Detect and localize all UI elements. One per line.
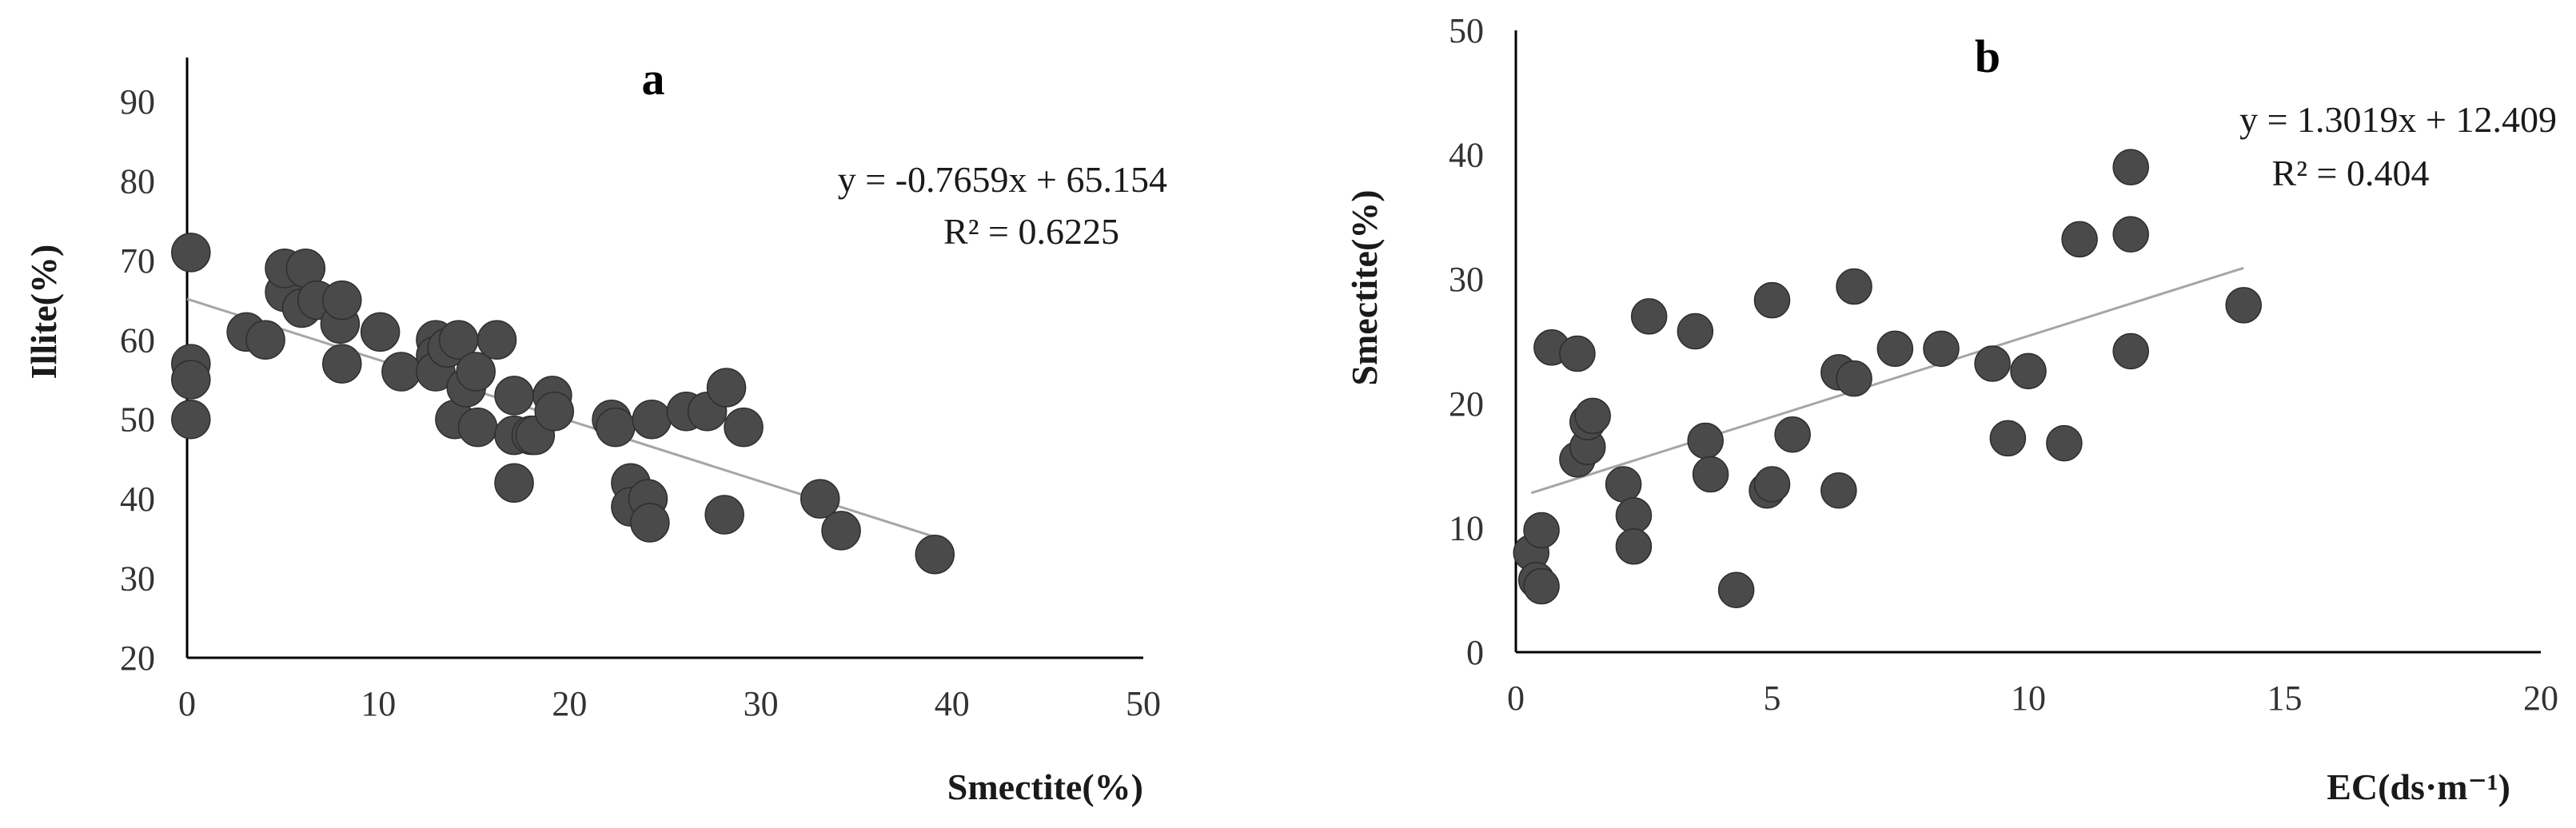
panel-a-data-point bbox=[534, 392, 575, 432]
panel-b-data-point bbox=[1753, 466, 1791, 503]
panel-a-data-point bbox=[360, 312, 401, 352]
panel-a-x-tick-label: 50 bbox=[1126, 684, 1161, 723]
panel-a-data-point bbox=[457, 407, 498, 448]
panel-a-y-tick-label: 80 bbox=[120, 161, 155, 201]
panel-b-y-tick-label: 20 bbox=[1449, 384, 1484, 424]
panel-a-data-point bbox=[821, 511, 861, 551]
panel-a-data-point bbox=[630, 503, 670, 543]
panel-b-data-point bbox=[2061, 221, 2098, 258]
panel-b-y-tick-label: 0 bbox=[1466, 633, 1484, 672]
panel-a-y-axis-title: Illite(%) bbox=[23, 245, 64, 380]
panel-a-data-point bbox=[800, 479, 840, 519]
panel-b-x-tick-label: 5 bbox=[1764, 679, 1781, 718]
panel-a-x-tick-label: 0 bbox=[178, 684, 196, 723]
panel-b-x-tick-label: 15 bbox=[2267, 679, 2303, 718]
panel-b-data-point bbox=[1836, 360, 1872, 397]
panel-a-scatter-chart: 0 10 20 30 40 50 20 30 40 50 60 70 80 90 a y = -0.765… bbox=[23, 53, 1167, 807]
panel-b-y-tick-label: 30 bbox=[1449, 260, 1484, 299]
panel-b-data-point bbox=[1692, 456, 1729, 493]
panel-b-title: b bbox=[1975, 30, 2000, 82]
panel-a-y-tick-label: 90 bbox=[120, 82, 155, 121]
panel-b-data-point bbox=[1559, 335, 1596, 372]
panel-b-data-point bbox=[2046, 424, 2083, 462]
panel-a-x-tick-label: 10 bbox=[361, 684, 396, 723]
panel-a-y-tick-label: 30 bbox=[120, 559, 155, 599]
panel-a-data-point bbox=[456, 352, 496, 392]
panel-b-data-point bbox=[1615, 497, 1653, 534]
panel-b-data-point bbox=[1677, 312, 1714, 350]
panel-a-x-tick-label: 40 bbox=[935, 684, 970, 723]
panel-b-y-axis-title: Smectite(%) bbox=[1344, 189, 1385, 385]
panel-a-data-point bbox=[477, 320, 517, 360]
panel-b-data-point bbox=[1753, 281, 1791, 319]
panel-a-data-point bbox=[171, 233, 211, 273]
panel-b-data-point bbox=[1820, 472, 1857, 509]
panel-b-x-tick-label: 10 bbox=[2011, 679, 2046, 718]
panel-a-data-point bbox=[322, 280, 362, 320]
panel-a-data-point bbox=[381, 352, 421, 392]
panel-b-data-point bbox=[1774, 416, 1811, 453]
panel-a-data-point bbox=[494, 376, 534, 416]
panel-b-data-point bbox=[1989, 420, 2027, 457]
panel-b-data-point bbox=[1923, 330, 1960, 368]
panel-a-data-point bbox=[704, 495, 744, 535]
panel-a-r2: R² = 0.6225 bbox=[943, 211, 1119, 252]
panel-b-data-point bbox=[1687, 422, 1724, 460]
panel-a-data-point bbox=[245, 320, 285, 360]
panel-b-data-point bbox=[2225, 287, 2262, 324]
panel-b-data-point bbox=[2010, 352, 2047, 390]
panel-b-y-tick-label: 10 bbox=[1449, 508, 1484, 547]
panel-a-data-point bbox=[171, 360, 211, 400]
panel-a-x-axis-title: Smectite(%) bbox=[947, 766, 1143, 807]
panel-b-trendline bbox=[1530, 266, 2244, 495]
panel-a-data-point bbox=[706, 368, 747, 408]
panel-b-x-tick-label: 0 bbox=[1507, 679, 1525, 718]
panel-b-x-axis-title: EC(ds·m⁻¹) bbox=[2327, 766, 2510, 807]
panel-b-data-point bbox=[1615, 527, 1653, 565]
panel-b-data-point bbox=[1605, 466, 1642, 503]
panel-a-equation: y = -0.7659x + 65.154 bbox=[838, 159, 1167, 200]
panel-a-x-tick-label: 20 bbox=[552, 684, 587, 723]
panel-b-data-point bbox=[1974, 345, 2011, 382]
panel-b-y-tick-label: 40 bbox=[1449, 136, 1484, 175]
panel-a-y-tick-label: 60 bbox=[120, 320, 155, 360]
panel-a-data-point bbox=[322, 344, 362, 384]
panel-b-data-point bbox=[1630, 298, 1668, 335]
panel-b-data-point bbox=[1717, 571, 1755, 608]
panel-a-data-point bbox=[632, 399, 672, 440]
panel-a-y-tick-label: 70 bbox=[120, 241, 155, 281]
panel-b-data-point bbox=[2112, 332, 2149, 370]
panel-a-x-tick-label: 30 bbox=[744, 684, 779, 723]
panel-b-equation: y = 1.3019x + 12.409 bbox=[2239, 99, 2557, 140]
panel-b-data-point bbox=[1574, 397, 1611, 435]
panel-b-scatter-chart: 0 5 10 15 20 0 10 20 30 40 50 b y = 1.3019x + 12.4… bbox=[1344, 11, 2558, 807]
panel-a-data-point bbox=[724, 407, 764, 448]
panel-a-data-point bbox=[171, 399, 211, 440]
panel-b-y-tick-label: 50 bbox=[1449, 11, 1484, 50]
panel-b-x-tick-label: 20 bbox=[2523, 679, 2558, 718]
panel-b-data-point bbox=[1523, 567, 1560, 605]
panel-a-title: a bbox=[642, 53, 665, 105]
panel-a-data-point bbox=[494, 463, 534, 504]
panel-a-y-tick-label: 40 bbox=[120, 480, 155, 519]
panel-a-data-point bbox=[596, 407, 636, 448]
panel-b-data-point bbox=[1836, 268, 1872, 305]
panel-b-r2: R² = 0.404 bbox=[2272, 153, 2430, 193]
panel-a-data-point bbox=[915, 534, 955, 575]
panel-a-y-tick-label: 50 bbox=[120, 400, 155, 440]
panel-b-data-point bbox=[1523, 512, 1560, 549]
panel-a-y-tick-label: 20 bbox=[120, 639, 155, 678]
panel-b-data-point bbox=[1876, 330, 1914, 368]
panel-b-data-point bbox=[2112, 216, 2149, 253]
panel-b-data-point bbox=[2112, 149, 2149, 185]
